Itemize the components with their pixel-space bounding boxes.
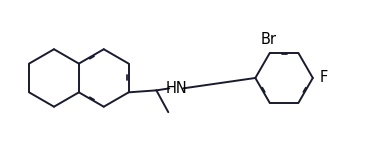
Text: HN: HN (165, 81, 187, 96)
Text: Br: Br (261, 32, 277, 47)
Text: F: F (320, 70, 328, 86)
